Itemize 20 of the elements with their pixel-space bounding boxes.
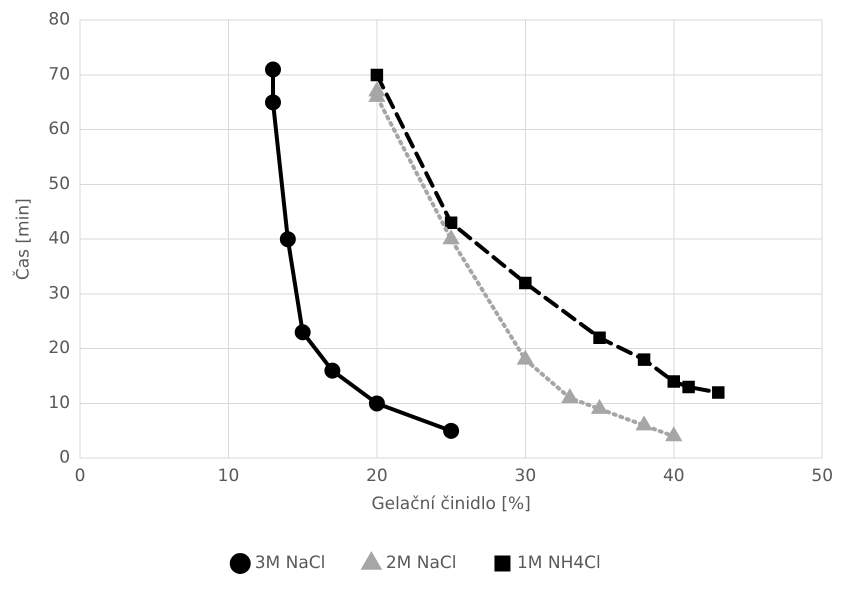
legend-label: 3M NaCl <box>254 552 326 573</box>
y-tick-label: 70 <box>48 64 70 84</box>
y-tick-label: 60 <box>48 119 70 140</box>
legend-label: 1M NH4Cl <box>516 552 601 573</box>
y-tick-label: 30 <box>48 283 70 304</box>
x-tick-label: 20 <box>366 466 388 486</box>
x-tick-label: 0 <box>74 466 86 486</box>
y-axis-title: Čas [min] <box>12 198 34 280</box>
legend-label: 2M NaCl <box>386 552 456 573</box>
x-tick-label: 30 <box>514 466 536 486</box>
y-tick-label: 80 <box>48 10 70 30</box>
x-axis-title: Gelační činidlo [%] <box>371 494 531 514</box>
x-tick-label: 40 <box>662 466 685 486</box>
x-tick-label: 10 <box>218 466 240 486</box>
y-tick-label: 40 <box>48 228 70 249</box>
x-tick-label: 50 <box>811 466 834 486</box>
y-tick-label: 0 <box>59 448 70 468</box>
y-tick-label: 20 <box>48 338 70 358</box>
y-tick-label: 50 <box>48 174 70 194</box>
y-tick-label: 10 <box>48 392 70 413</box>
